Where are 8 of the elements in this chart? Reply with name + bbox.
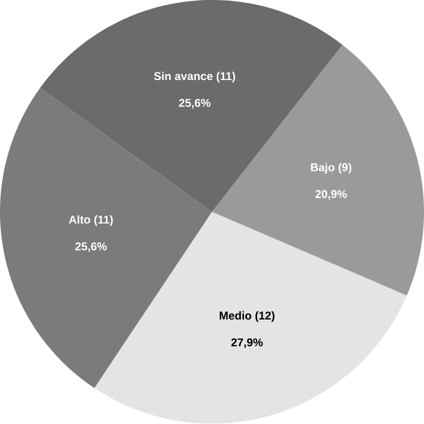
data-label: 20,9% [315, 190, 347, 200]
slice-label: Bajo (9) [311, 163, 352, 174]
slice-label: Medio (12) [220, 311, 274, 322]
data-label: 25,6% [75, 242, 107, 252]
data-label: 25,6% [179, 99, 210, 109]
slice-label: Alto (11) [68, 215, 113, 226]
slice-label: Sin avance (11) [154, 72, 236, 83]
data-label: 27,9% [231, 338, 263, 348]
